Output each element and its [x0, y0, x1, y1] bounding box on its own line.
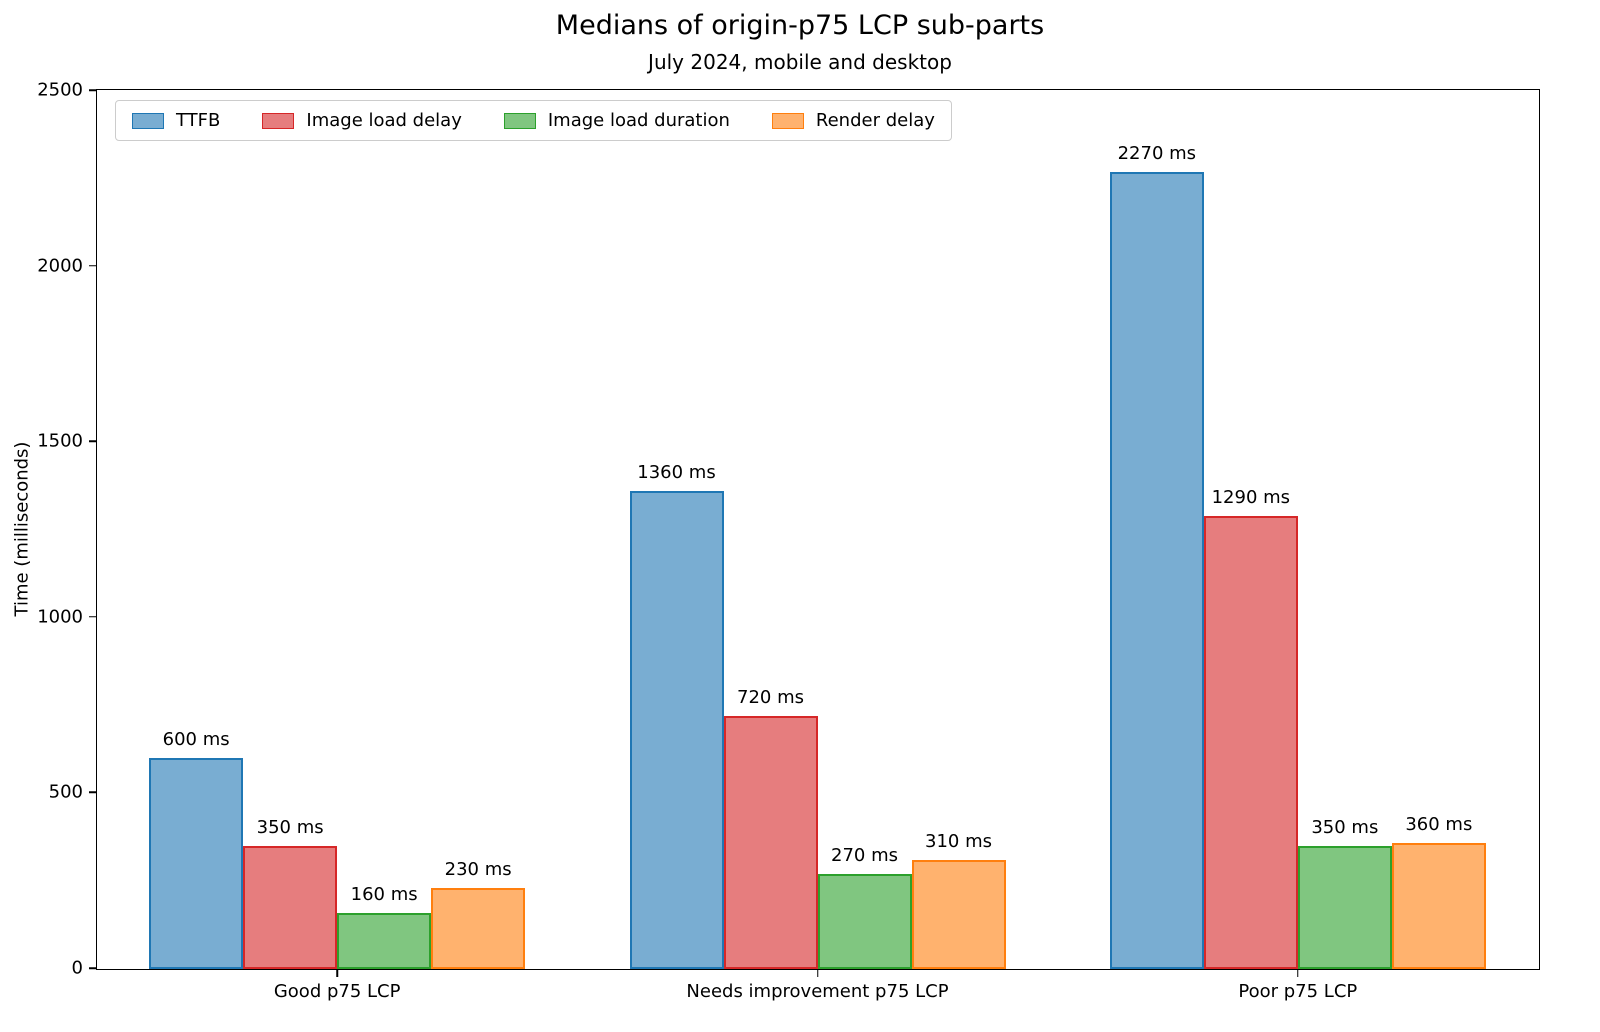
- bar: [723, 716, 818, 969]
- legend: TTFB Image load delay Image load duration R…: [115, 100, 952, 141]
- legend-label: Image load duration: [547, 110, 730, 131]
- chart-subtitle: July 2024, mobile and desktop: [648, 50, 952, 74]
- bar: [243, 846, 338, 969]
- y-tick-label: 1500: [37, 430, 83, 452]
- bar-value-label: 1360 ms: [637, 462, 716, 484]
- y-tick-label: 0: [71, 957, 83, 979]
- y-tick-label: 2500: [37, 79, 83, 101]
- y-tick-label: 2000: [37, 255, 83, 277]
- y-tick-label: 1000: [37, 606, 83, 628]
- legend-item: Image load duration: [503, 110, 730, 131]
- y-tick-label: 500: [48, 781, 83, 803]
- y-tick-mark: [89, 440, 97, 442]
- y-tick-mark: [89, 616, 97, 618]
- legend-label: Image load delay: [306, 110, 462, 131]
- y-tick-mark: [89, 264, 97, 267]
- bar-value-label: 360 ms: [1405, 813, 1473, 835]
- plot-area: TTFB Image load delay Image load duration R…: [37, 80, 1540, 1002]
- bar: [337, 912, 432, 969]
- legend-item: Render delay: [771, 110, 935, 131]
- bar: [431, 888, 526, 969]
- bar-value-label: 600 ms: [162, 729, 230, 751]
- legend-item: TTFB: [132, 110, 220, 131]
- bar-value-label: 720 ms: [737, 687, 804, 709]
- x-tick-mark: [1297, 969, 1299, 977]
- bar: [911, 860, 1006, 969]
- bar-value-label: 1290 ms: [1211, 486, 1291, 508]
- legend-label: TTFB: [176, 110, 221, 131]
- legend-swatch: [262, 112, 295, 129]
- y-tick-mark: [89, 967, 97, 969]
- x-tick-label: Good p75 LCP: [273, 981, 401, 1002]
- bar-value-label: 270 ms: [831, 845, 898, 867]
- bar-value-label: 230 ms: [444, 859, 512, 881]
- bar: [817, 874, 912, 969]
- x-tick-mark: [816, 969, 819, 977]
- bar-value-label: 2270 ms: [1117, 142, 1197, 164]
- bar-value-label: 350 ms: [1311, 817, 1379, 839]
- x-tick-label: Poor p75 LCP: [1238, 981, 1358, 1002]
- bar-value-label: 160 ms: [350, 883, 418, 905]
- legend-swatch: [503, 112, 536, 129]
- bar: [1297, 846, 1392, 969]
- bar: [1391, 842, 1486, 969]
- legend-swatch: [132, 112, 164, 129]
- bar: [149, 758, 244, 969]
- legend-item: Image load delay: [262, 110, 462, 131]
- y-tick-mark: [89, 89, 97, 91]
- legend-swatch: [771, 112, 804, 129]
- y-axis-label: Time (milliseconds): [11, 441, 33, 617]
- bar-value-label: 350 ms: [256, 817, 324, 839]
- bar: [1109, 171, 1204, 969]
- bar-value-label: 310 ms: [925, 831, 992, 853]
- bar: [1203, 515, 1298, 969]
- legend-label: Render delay: [815, 110, 935, 131]
- bar: [629, 491, 724, 969]
- x-tick-mark: [336, 969, 338, 977]
- x-tick-label: Needs improvement p75 LCP: [686, 981, 949, 1002]
- chart-title: Medians of origin-p75 LCP sub-parts: [555, 10, 1045, 41]
- y-tick-mark: [89, 791, 97, 794]
